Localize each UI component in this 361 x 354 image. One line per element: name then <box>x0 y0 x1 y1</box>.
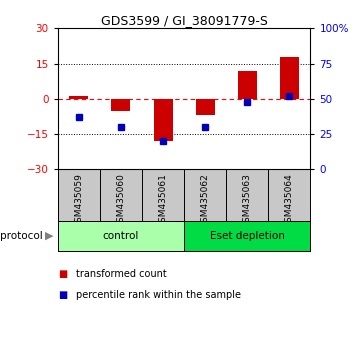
Text: transformed count: transformed count <box>76 269 166 279</box>
Text: GSM435059: GSM435059 <box>74 173 83 228</box>
Text: protocol: protocol <box>0 231 43 241</box>
Text: ■: ■ <box>58 290 67 300</box>
Text: GSM435061: GSM435061 <box>158 173 168 228</box>
Text: percentile rank within the sample: percentile rank within the sample <box>76 290 241 300</box>
Text: ■: ■ <box>58 269 67 279</box>
Text: Eset depletion: Eset depletion <box>210 231 285 241</box>
Text: GSM435060: GSM435060 <box>117 173 125 228</box>
Text: GSM435063: GSM435063 <box>243 173 252 228</box>
Text: GSM435062: GSM435062 <box>201 173 210 228</box>
Bar <box>280 57 299 99</box>
Bar <box>196 99 215 115</box>
Bar <box>184 221 310 251</box>
Text: ▶: ▶ <box>44 231 53 241</box>
Text: control: control <box>103 231 139 241</box>
Text: GSM435064: GSM435064 <box>285 173 294 228</box>
Title: GDS3599 / GI_38091779-S: GDS3599 / GI_38091779-S <box>101 14 268 27</box>
Bar <box>69 96 88 99</box>
Bar <box>238 70 257 99</box>
Bar <box>58 221 184 251</box>
Bar <box>112 99 130 110</box>
Bar <box>153 99 173 141</box>
